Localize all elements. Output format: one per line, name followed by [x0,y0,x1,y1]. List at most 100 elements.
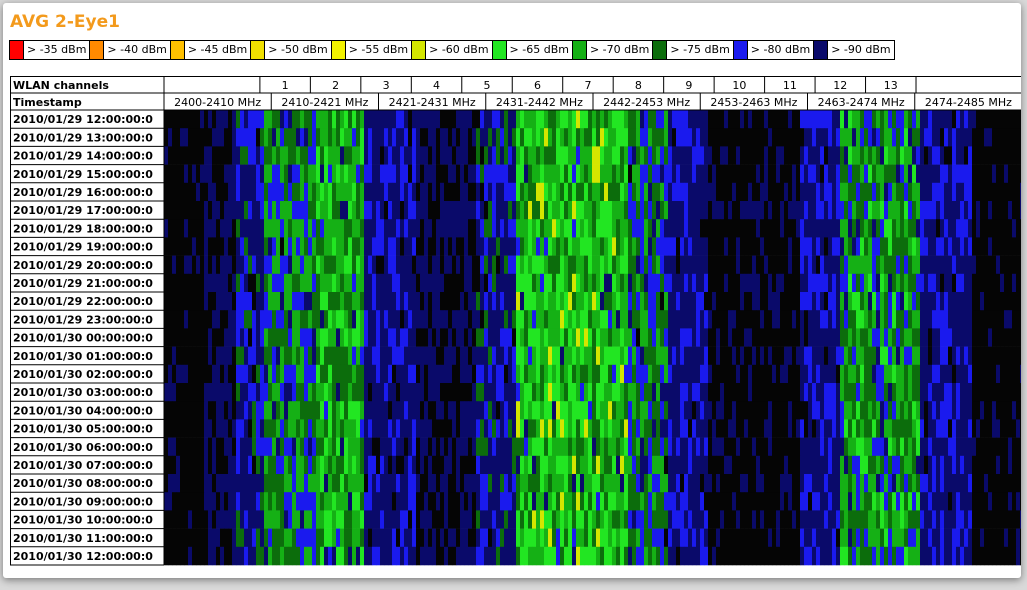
heatmap-cell [900,273,905,293]
heatmap-cell [696,437,701,457]
heatmap-cell [568,310,573,329]
heatmap-cell [604,310,609,329]
heatmap-cell [920,237,925,256]
heatmap-cell [444,364,449,384]
heatmap-cell [772,128,777,147]
heatmap-cell [424,455,429,475]
heatmap-cell [508,273,513,293]
heatmap-cell [500,419,505,438]
heatmap-cell [988,182,993,202]
heatmap-cell [840,292,845,311]
heatmap-cell [544,310,549,329]
heatmap-cell [192,510,197,529]
heatmap-cell [1000,455,1005,475]
heatmap-cell [336,292,341,311]
heatmap-cell [316,164,321,184]
heatmap-cell [460,401,465,420]
heatmap-cell [712,201,717,220]
heatmap-cell [860,383,865,402]
heatmap-cell [896,273,901,293]
heatmap-cell [176,201,181,220]
heatmap-cell [344,201,349,220]
heatmap-cell [836,201,841,220]
heatmap-cell [236,219,241,238]
heatmap-cell [548,364,553,384]
heatmap-cell [524,182,529,202]
heatmap-cell [800,401,805,420]
heatmap-cell [668,510,673,529]
heatmap-cell [968,128,973,147]
heatmap-cell [224,237,229,256]
heatmap-cell [844,146,849,165]
heatmap-cell [848,237,853,256]
heatmap-cell [952,364,957,384]
heatmap-cell [640,237,645,256]
heatmap-cell [680,364,685,384]
heatmap-cell [540,182,545,202]
heatmap-cell [912,401,917,420]
heatmap-cell [352,383,357,402]
heatmap-cell [836,492,841,511]
heatmap-cell [692,146,697,165]
heatmap-cell [476,328,481,347]
heatmap-cell [620,310,625,329]
heatmap-cell [348,146,353,165]
heatmap-cell [468,328,473,347]
heatmap-cell [620,255,625,275]
heatmap-cell [280,328,285,347]
heatmap-cell [636,419,641,438]
heatmap-cell [972,128,977,147]
heatmap-cell [768,474,773,493]
heatmap-cell [948,455,953,475]
heatmap-cell [904,510,909,529]
heatmap-cell [860,146,865,165]
heatmap-cell [320,273,325,293]
heatmap-cell [536,310,541,329]
heatmap-cell [404,328,409,347]
heatmap-cell [248,110,253,129]
heatmap-cell [976,182,981,202]
heatmap-cell [832,128,837,147]
heatmap-cell [340,510,345,529]
heatmap-cell [576,146,581,165]
heatmap-cell [984,273,989,293]
heatmap-cell [520,164,525,184]
heatmap-cell [192,528,197,548]
heatmap-cell [1008,237,1013,256]
heatmap-cell [508,383,513,402]
heatmap-cell [824,310,829,329]
heatmap-cell [416,364,421,384]
heatmap-cell [788,474,793,493]
heatmap-cell [900,255,905,275]
heatmap-cell [768,164,773,184]
heatmap-cell [480,128,485,147]
heatmap-cell [432,510,437,529]
heatmap-cell [684,182,689,202]
heatmap-cell [376,419,381,438]
heatmap-cell [1016,455,1021,475]
heatmap-cell [988,128,993,147]
heatmap-cell [296,419,301,438]
heatmap-cell [300,346,305,366]
heatmap-cell [784,164,789,184]
heatmap-cell [232,255,237,275]
heatmap-cell [364,164,369,184]
heatmap-cell [264,292,269,311]
heatmap-cell [688,219,693,238]
heatmap-cell [680,182,685,202]
heatmap-cell [284,310,289,329]
heatmap-cell [992,419,997,438]
heatmap-cell [680,255,685,275]
heatmap-cell [388,219,393,238]
heatmap-cell [548,419,553,438]
heatmap-cell [984,346,989,366]
heatmap-cell [916,219,921,238]
heatmap-cell [608,110,613,129]
heatmap-cell [824,255,829,275]
heatmap-cell [284,110,289,129]
heatmap-cell [848,419,853,438]
heatmap-cell [236,492,241,511]
heatmap-cell [732,219,737,238]
heatmap-cell [372,383,377,402]
heatmap-cell [776,219,781,238]
